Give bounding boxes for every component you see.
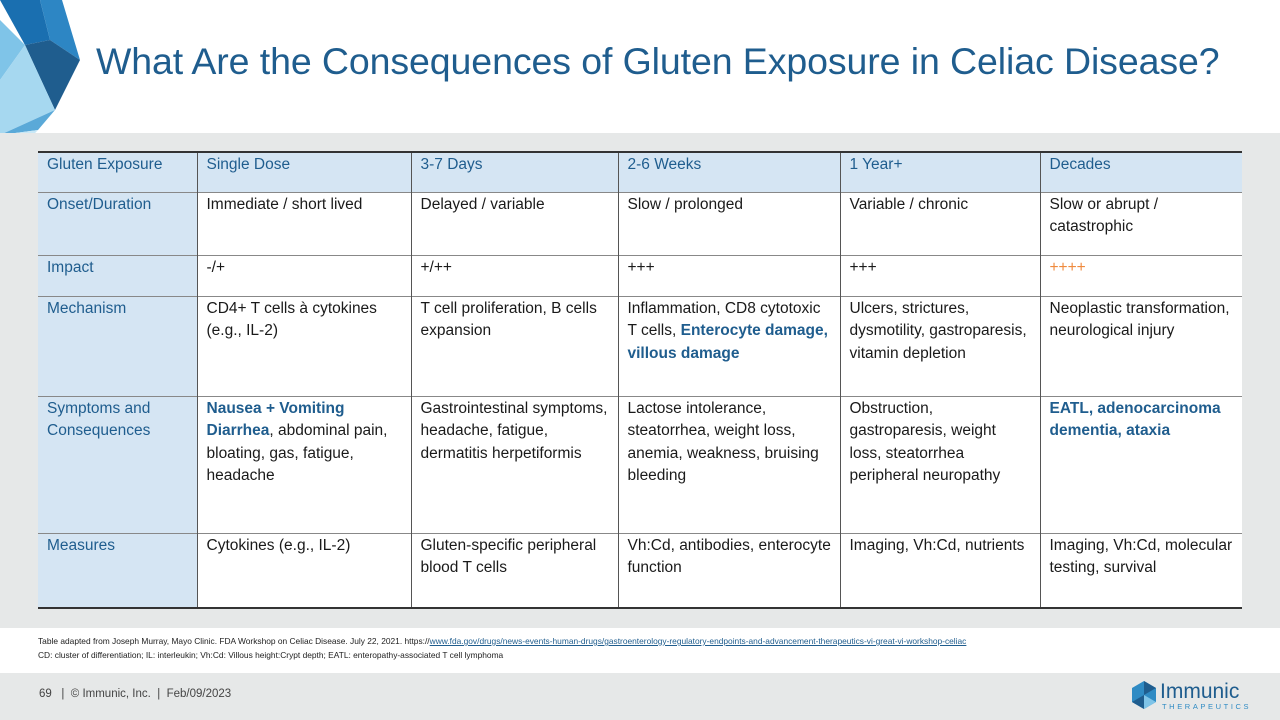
row-header: Onset/Duration [38, 191, 198, 255]
row-header: Mechanism [38, 295, 198, 396]
table-row-impact: Impact -/+ +/++ +++ +++ ++++ [38, 254, 1242, 296]
page-number: 69 [39, 688, 52, 700]
copyright-text: © Immunic, Inc. [70, 688, 151, 700]
highlight-text: Nausea + Vomiting Diarrhea [206, 399, 345, 440]
table-cell: Slow or abrupt / catastrophic [1039, 191, 1242, 255]
row-header: Symptoms and Consequences [38, 395, 198, 533]
footer-separator: | [157, 688, 161, 700]
table-cell: Cytokines (e.g., IL-2) [196, 532, 412, 609]
table-cell: Inflammation, CD8 cytotoxic T cells, Ent… [617, 295, 841, 396]
table-cell: Neoplastic transformation, neurological … [1039, 295, 1242, 396]
highlight-text: Enterocyte damage, villous damage [627, 322, 828, 362]
header-cell: 3-7 Days [410, 151, 619, 192]
table-cell: Slow / prolonged [617, 191, 841, 255]
table-cell: Imaging, Vh:Cd, molecular testing, survi… [1039, 532, 1242, 609]
row-header: Impact [38, 254, 198, 296]
footer-band [0, 673, 1280, 720]
source-link[interactable]: www.fda.gov/drugs/news-events-human-drug… [429, 636, 967, 646]
table-cell: T cell proliferation, B cells expansion [410, 295, 619, 396]
table-cell: Lactose intolerance, steatorrhea, weight… [617, 395, 841, 533]
table-cell-highlight: ++++ [1039, 254, 1242, 296]
footer-date: Feb/09/2023 [166, 688, 232, 700]
gluten-exposure-table: Gluten Exposure Single Dose 3-7 Days 2-6… [38, 151, 1242, 609]
corner-crystal-graphic [0, 0, 80, 170]
brand-name: Immunic [1160, 680, 1240, 703]
slide-title: What Are the Consequences of Gluten Expo… [96, 40, 1220, 82]
table-cell: +/++ [410, 254, 619, 296]
source-citation: Table adapted from Joseph Murray, Mayo C… [38, 634, 1248, 648]
table-cell: Gastrointestinal symptoms, headache, fat… [410, 395, 619, 533]
brand-logo: Immunic THERAPEUTICS [1131, 679, 1249, 713]
table-cell: Vh:Cd, antibodies, enterocyte function [617, 532, 841, 609]
table-cell: +++ [839, 254, 1041, 296]
table-cell: Ulcers, strictures, dysmotility, gastrop… [839, 295, 1041, 396]
table-cell: Nausea + Vomiting Diarrhea, abdominal pa… [196, 395, 412, 533]
table-cell: Imaging, Vh:Cd, nutrients [839, 532, 1041, 609]
header-cell: Decades [1039, 151, 1242, 192]
table-cell: CD4+ T cells à cytokines (e.g., IL-2) [196, 295, 412, 396]
highlight-text: EATL, adenocarcinoma dementia, ataxia [1049, 399, 1221, 440]
footnotes: Table adapted from Joseph Murray, Mayo C… [38, 634, 1248, 662]
header-cell: 1 Year+ [839, 151, 1041, 192]
brand-tagline: THERAPEUTICS [1162, 702, 1252, 711]
footer-separator: | [61, 688, 65, 700]
abbreviations-note: CD: cluster of differentiation; IL: inte… [38, 650, 504, 660]
table-row-symptoms: Symptoms and Consequences Nausea + Vomit… [38, 395, 1242, 533]
table-row-measures: Measures Cytokines (e.g., IL-2) Gluten-s… [38, 532, 1242, 609]
table-row-onset: Onset/Duration Immediate / short lived D… [38, 191, 1242, 255]
header-cell: Single Dose [196, 151, 412, 192]
header-cell: 2-6 Weeks [617, 151, 841, 192]
table-cell: -/+ [196, 254, 412, 296]
immunic-logo-mark-icon [1132, 681, 1156, 709]
table-row-mechanism: Mechanism CD4+ T cells à cytokines (e.g.… [38, 295, 1242, 396]
table-cell: Obstruction, gastroparesis, weight loss,… [839, 395, 1041, 533]
table-cell: Gluten-specific peripheral blood T cells [410, 532, 619, 609]
cell-text: , abdominal pain, bloating, gas, fatigue… [206, 422, 388, 484]
citation-text: Table adapted from Joseph Murray, Mayo C… [38, 636, 430, 646]
table-header-row: Gluten Exposure Single Dose 3-7 Days 2-6… [38, 151, 1242, 192]
table-cell: Variable / chronic [839, 191, 1041, 255]
table-cell: +++ [617, 254, 841, 296]
table-cell: EATL, adenocarcinoma dementia, ataxia [1039, 395, 1242, 533]
slide-footer: 69 | © Immunic, Inc. | Feb/09/2023 [39, 688, 231, 700]
row-header: Measures [38, 532, 198, 609]
table-cell: Immediate / short lived [196, 191, 412, 255]
table-cell: Delayed / variable [410, 191, 619, 255]
cell-text: Inflammation, CD8 cytotoxic T cells, [627, 299, 821, 340]
header-cell: Gluten Exposure [38, 151, 198, 192]
